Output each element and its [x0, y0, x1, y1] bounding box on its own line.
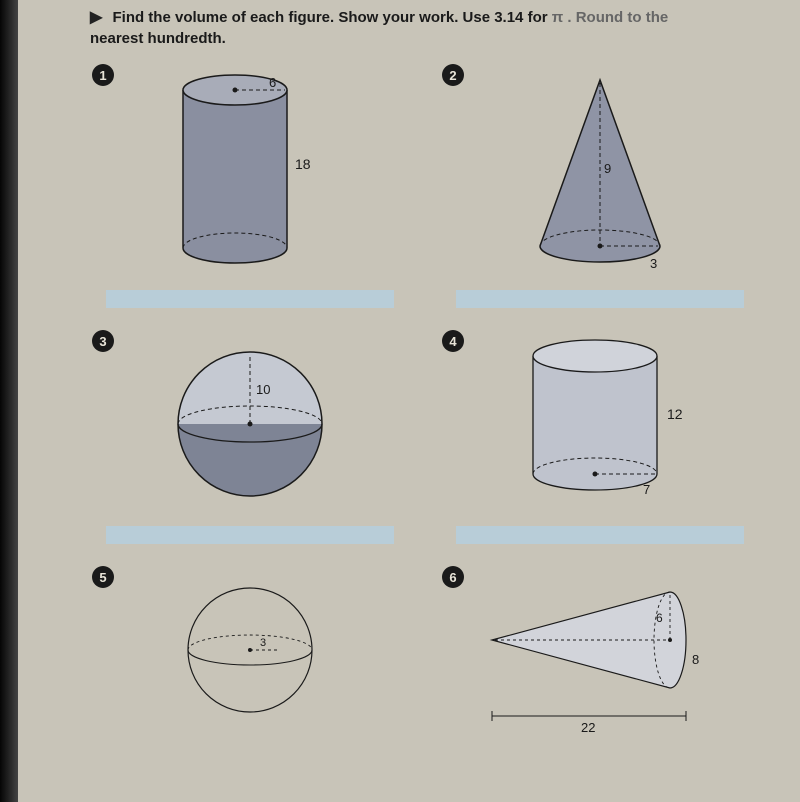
- figure-5-box: 3: [90, 564, 410, 736]
- figure-2-box: 93: [440, 62, 760, 284]
- figure-grid: 1 618 2 93 3 10 4 712: [90, 62, 760, 756]
- instr-pi: π: [552, 9, 563, 26]
- sphere-figure: 10: [155, 334, 345, 514]
- svg-text:22: 22: [581, 720, 595, 735]
- svg-text:18: 18: [295, 156, 311, 172]
- figure-cell-1: 1 618: [90, 62, 410, 318]
- sphere2-figure: 3: [165, 570, 335, 730]
- figure-cell-6: 6 6 8 22: [440, 564, 760, 756]
- arrow-icon: ▶: [90, 8, 102, 29]
- svg-text:3: 3: [260, 637, 266, 649]
- cylinder-figure: 6 18: [155, 68, 345, 278]
- svg-text:8: 8: [692, 652, 699, 667]
- figure-cell-2: 2 93: [440, 62, 760, 318]
- instr-line1a: Find the volume of each figure. Show you…: [112, 9, 551, 26]
- cone-figure: 93: [510, 68, 690, 278]
- svg-text:6: 6: [269, 75, 276, 90]
- svg-text:9: 9: [604, 161, 611, 176]
- svg-text:12: 12: [667, 406, 683, 422]
- cylinder2-figure: 7 12: [500, 334, 700, 514]
- instruction-text: ▶ Find the volume of each figure. Show y…: [90, 8, 760, 48]
- answer-line-1: [106, 290, 394, 308]
- figure-3-box: 10: [90, 328, 410, 520]
- svg-text:3: 3: [650, 256, 657, 271]
- svg-text:7: 7: [643, 482, 650, 497]
- answer-line-3: [106, 526, 394, 544]
- figure-1-box: 6 18: [90, 62, 410, 284]
- worksheet-page: ▶ Find the volume of each figure. Show y…: [30, 0, 790, 802]
- figure-cell-3: 3 10: [90, 328, 410, 554]
- instr-line2: nearest hundredth.: [90, 30, 226, 47]
- figure-cell-5: 5 3: [90, 564, 410, 756]
- left-dark-strip: [0, 0, 18, 802]
- figure-6-box: 6 8 22: [440, 564, 760, 756]
- sideways-cone-figure: 6 8 22: [470, 570, 730, 750]
- figure-cell-4: 4 712: [440, 328, 760, 554]
- svg-text:10: 10: [256, 382, 270, 397]
- answer-line-4: [456, 526, 744, 544]
- answer-line-2: [456, 290, 744, 308]
- svg-text:6: 6: [656, 611, 663, 625]
- figure-4-box: 7 12: [440, 328, 760, 520]
- instr-line1b: . Round to the: [567, 9, 668, 26]
